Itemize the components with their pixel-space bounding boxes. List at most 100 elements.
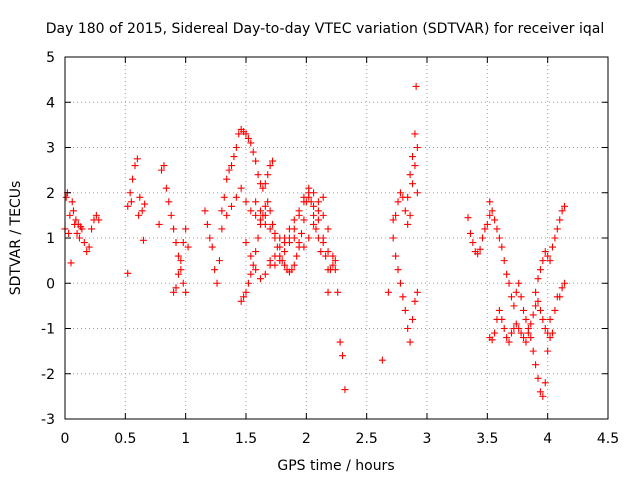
data-point — [92, 211, 100, 219]
data-point — [561, 202, 569, 210]
data-point — [401, 207, 409, 215]
data-point — [409, 315, 417, 323]
data-point — [300, 216, 308, 224]
data-point — [341, 386, 349, 394]
data-point — [135, 211, 143, 219]
data-point — [331, 257, 339, 265]
y-tick-label: -1 — [41, 322, 55, 338]
data-point — [252, 266, 260, 274]
data-point — [290, 261, 298, 269]
data-point — [281, 261, 289, 269]
data-point — [334, 288, 342, 296]
data-point — [389, 234, 397, 242]
data-point — [179, 279, 187, 287]
data-point — [329, 261, 337, 269]
data-point — [172, 284, 180, 292]
data-point — [507, 293, 515, 301]
data-point — [392, 252, 400, 260]
y-tick-label: 5 — [46, 50, 55, 66]
data-point — [319, 193, 327, 201]
data-point — [172, 239, 180, 247]
data-point — [491, 216, 499, 224]
data-point — [474, 250, 482, 258]
data-point — [339, 352, 347, 360]
data-point — [464, 214, 472, 222]
x-tick-label: 0 — [61, 431, 70, 447]
data-point — [223, 175, 231, 183]
data-point — [503, 270, 511, 278]
data-point — [483, 220, 491, 228]
data-point — [529, 311, 537, 319]
data-point — [80, 239, 88, 247]
data-point — [69, 207, 77, 215]
data-point — [413, 189, 421, 197]
data-point — [276, 243, 284, 251]
data-point — [244, 134, 252, 142]
data-point — [532, 361, 540, 369]
data-point — [498, 315, 506, 323]
data-point — [261, 270, 269, 278]
data-point — [534, 374, 542, 382]
data-point — [264, 171, 272, 179]
data-points — [61, 82, 569, 400]
data-point — [411, 130, 419, 138]
data-point — [310, 211, 318, 219]
data-point — [256, 275, 264, 283]
data-point — [298, 229, 306, 237]
data-point — [319, 211, 327, 219]
data-point — [399, 293, 407, 301]
data-point — [532, 302, 540, 310]
data-point — [546, 257, 554, 265]
data-point — [536, 306, 544, 314]
data-point — [512, 288, 520, 296]
data-point — [324, 225, 332, 233]
data-point — [232, 144, 240, 151]
data-point — [544, 252, 552, 260]
data-point — [507, 329, 515, 337]
data-point — [220, 193, 228, 201]
data-point — [541, 379, 549, 387]
data-point — [536, 388, 544, 396]
data-point — [551, 234, 559, 242]
data-point — [75, 234, 83, 242]
data-point — [131, 162, 139, 170]
data-point — [520, 306, 528, 314]
data-point — [73, 229, 81, 237]
data-point — [242, 239, 250, 247]
data-point — [167, 211, 175, 219]
data-point — [553, 225, 561, 233]
data-point — [285, 239, 293, 247]
data-point — [406, 211, 414, 219]
data-point — [322, 252, 330, 260]
data-point — [481, 225, 489, 233]
x-tick-label: 4 — [543, 431, 552, 447]
chart-title: Day 180 of 2015, Sidereal Day-to-day VTE… — [46, 21, 604, 37]
data-point — [493, 225, 501, 233]
y-tick-label: 4 — [46, 95, 55, 111]
data-point — [215, 257, 223, 265]
data-point — [242, 198, 250, 206]
data-point — [242, 130, 250, 138]
x-tick-label: 3 — [423, 431, 432, 447]
data-point — [225, 166, 233, 174]
data-point — [174, 270, 182, 278]
data-point — [256, 207, 264, 215]
data-point — [396, 189, 404, 197]
data-point — [546, 334, 554, 342]
data-point — [261, 211, 269, 219]
y-tick-label: 0 — [46, 276, 55, 292]
data-point — [500, 257, 508, 265]
x-tick-label: 0.5 — [114, 431, 136, 447]
data-point — [252, 198, 260, 206]
data-point — [206, 234, 214, 242]
x-tick-label: 4.5 — [597, 431, 619, 447]
data-point — [141, 200, 149, 208]
data-point — [522, 315, 530, 323]
data-point — [488, 207, 496, 215]
data-point — [561, 279, 569, 287]
data-point — [505, 279, 513, 287]
data-point — [269, 157, 277, 165]
data-point — [230, 153, 238, 161]
data-point — [329, 252, 337, 260]
